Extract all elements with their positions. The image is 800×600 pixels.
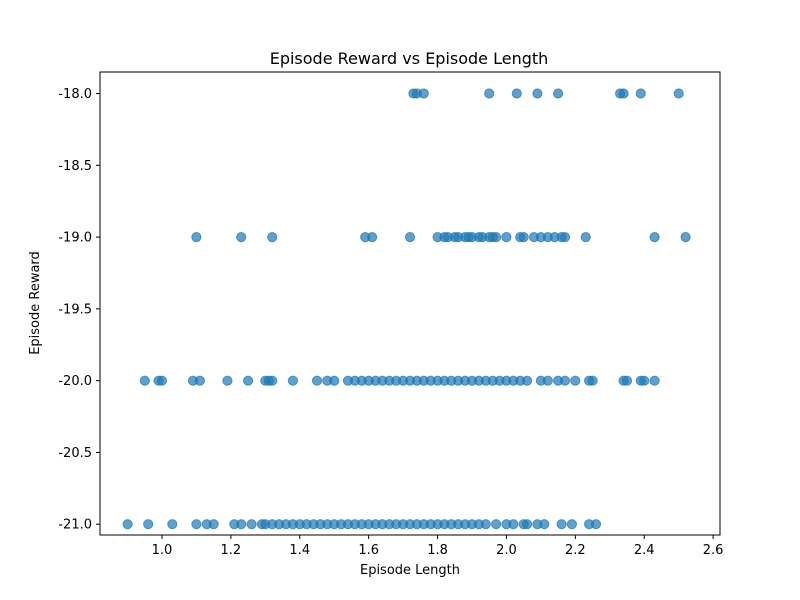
plot-frame bbox=[99, 71, 721, 536]
data-point bbox=[418, 88, 429, 99]
points-layer bbox=[122, 88, 691, 530]
data-point bbox=[139, 375, 150, 386]
data-point bbox=[222, 375, 233, 386]
data-point bbox=[122, 519, 133, 530]
chart-title: Episode Reward vs Episode Length bbox=[270, 49, 549, 68]
y-tick-label: -20.5 bbox=[58, 446, 92, 461]
x-tick-label: 2.0 bbox=[496, 543, 517, 558]
data-point bbox=[673, 88, 684, 99]
data-point bbox=[649, 232, 660, 243]
data-point bbox=[553, 88, 564, 99]
data-point bbox=[639, 375, 650, 386]
x-tick-label: 2.4 bbox=[634, 543, 655, 558]
x-tick-label: 1.2 bbox=[221, 543, 242, 558]
data-point bbox=[587, 375, 598, 386]
data-point bbox=[311, 375, 323, 386]
data-point bbox=[621, 375, 633, 386]
data-point bbox=[570, 375, 581, 386]
y-tick-label: -21.0 bbox=[58, 518, 92, 533]
y-tick-label: -19.5 bbox=[58, 302, 92, 317]
data-point bbox=[236, 232, 247, 243]
x-tick-label: 1.4 bbox=[289, 543, 310, 558]
data-point bbox=[635, 88, 646, 99]
data-point bbox=[480, 519, 491, 530]
data-point bbox=[246, 519, 257, 530]
data-point bbox=[532, 88, 543, 99]
data-point bbox=[491, 232, 502, 243]
data-point bbox=[580, 232, 591, 243]
data-point bbox=[680, 232, 691, 243]
data-point bbox=[484, 88, 495, 99]
data-point bbox=[167, 519, 178, 530]
data-point bbox=[539, 519, 550, 530]
y-axis: -18.0 -18.5 -19.0 -19.5 -20.0 -20.5 -21.0 bbox=[58, 87, 100, 533]
data-point bbox=[559, 375, 571, 386]
data-point bbox=[236, 519, 247, 530]
data-point bbox=[404, 232, 416, 243]
data-point bbox=[367, 232, 378, 243]
y-tick-label: -18.5 bbox=[58, 159, 92, 174]
data-point bbox=[287, 375, 298, 386]
data-point bbox=[191, 519, 202, 530]
y-axis-label: Episode Reward bbox=[28, 251, 43, 355]
data-point bbox=[508, 519, 519, 530]
y-tick-label: -19.0 bbox=[58, 231, 92, 246]
data-point bbox=[522, 375, 533, 386]
x-axis-label: Episode Length bbox=[360, 563, 460, 578]
data-point bbox=[511, 88, 522, 99]
x-tick-label: 1.6 bbox=[358, 543, 379, 558]
data-point bbox=[156, 375, 168, 386]
data-point bbox=[518, 232, 529, 243]
data-point bbox=[491, 519, 502, 530]
x-tick-label: 1.0 bbox=[152, 543, 173, 558]
data-point bbox=[522, 519, 533, 530]
data-point bbox=[243, 375, 254, 386]
data-point bbox=[208, 519, 219, 530]
data-point bbox=[566, 519, 578, 530]
x-tick-label: 2.2 bbox=[565, 543, 586, 558]
data-point bbox=[649, 375, 660, 386]
data-point bbox=[501, 232, 512, 243]
data-point bbox=[143, 519, 154, 530]
data-point bbox=[267, 375, 278, 386]
data-point bbox=[590, 519, 602, 530]
y-tick-label: -18.0 bbox=[58, 87, 92, 102]
data-point bbox=[559, 232, 571, 243]
x-tick-label: 1.8 bbox=[427, 543, 448, 558]
x-tick-label: 2.6 bbox=[703, 543, 724, 558]
data-point bbox=[329, 375, 340, 386]
data-point bbox=[191, 232, 202, 243]
x-axis: 1.0 1.2 1.4 1.6 1.8 2.0 2.2 2.4 2.6 bbox=[152, 535, 724, 558]
y-tick-label: -20.0 bbox=[58, 374, 92, 389]
data-point bbox=[267, 232, 278, 243]
data-point bbox=[542, 375, 553, 386]
data-point bbox=[618, 88, 629, 99]
data-point bbox=[556, 519, 567, 530]
data-point bbox=[194, 375, 205, 386]
